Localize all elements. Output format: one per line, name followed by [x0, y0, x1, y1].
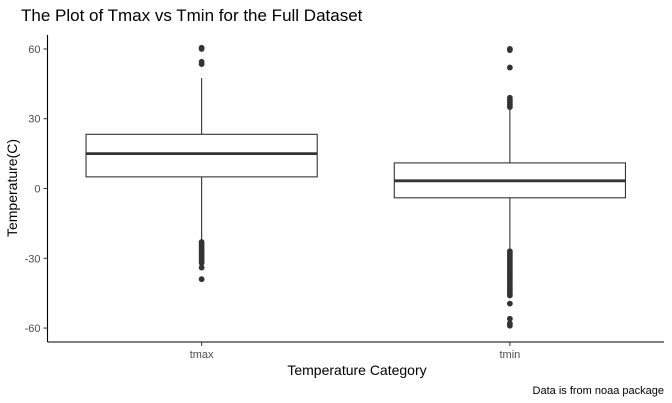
box-group-tmin — [393, 46, 627, 329]
x-tick-label-tmin: tmin — [499, 349, 520, 361]
outlier-point — [198, 264, 205, 271]
outlier-point — [198, 260, 205, 266]
y-axis-ticks: -60 -30 0 30 60 — [25, 44, 48, 335]
box-group-tmax — [85, 44, 318, 283]
outlier-point — [198, 58, 205, 65]
outlier-point — [198, 276, 205, 283]
y-tick-label: 30 — [28, 114, 40, 126]
outlier-point — [198, 44, 205, 51]
y-tick-label: 60 — [28, 44, 40, 56]
outlier-point — [506, 46, 513, 52]
y-tick-label: 0 — [34, 184, 40, 196]
y-axis-title: Temperature(C) — [4, 139, 20, 237]
x-tick-label-tmax: tmax — [190, 349, 214, 361]
outlier-point — [506, 64, 513, 71]
outlier-point — [506, 315, 513, 322]
y-tick-label: -30 — [25, 253, 41, 265]
outlier-point — [506, 300, 513, 307]
chart-title: The Plot of Tmax vs Tmin for the Full Da… — [21, 6, 363, 25]
plot-area — [85, 44, 627, 329]
chart-caption: Data is from noaa package — [533, 385, 664, 397]
outlier-point — [506, 292, 513, 299]
y-tick-label: -60 — [25, 323, 41, 335]
outlier-point — [506, 94, 513, 101]
outlier-point — [506, 322, 513, 329]
iqr-box — [85, 133, 318, 178]
x-axis-ticks: tmax tmin — [190, 342, 520, 361]
x-axis-title: Temperature Category — [287, 362, 426, 378]
